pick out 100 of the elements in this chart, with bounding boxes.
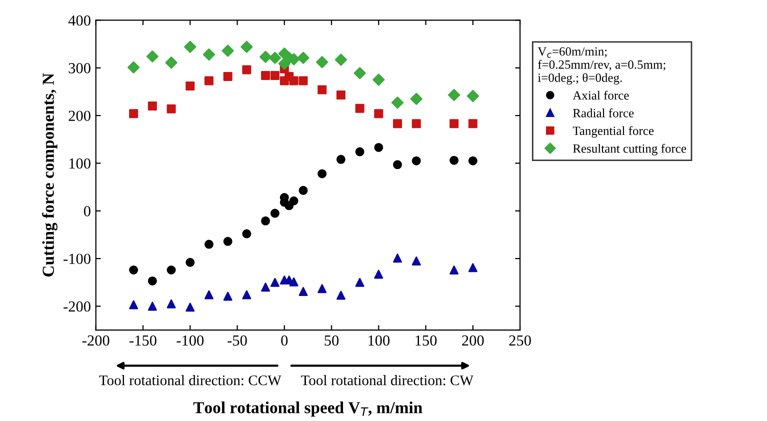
- point: [466, 90, 479, 102]
- point: [242, 290, 252, 300]
- x-tick-label: 200: [462, 335, 484, 346]
- point: [289, 76, 298, 86]
- legend-label: Axial force: [572, 90, 629, 100]
- point: [336, 90, 346, 100]
- y-tick-label: 100: [69, 158, 90, 169]
- point: [186, 258, 195, 267]
- point: [468, 156, 478, 166]
- point: [374, 142, 384, 152]
- point: [412, 156, 421, 166]
- y-tick-label: -200: [64, 301, 90, 312]
- point: [129, 109, 138, 118]
- x-tick-label: -100: [176, 335, 204, 346]
- point: [128, 61, 140, 74]
- point: [355, 104, 364, 113]
- point: [354, 67, 366, 80]
- point: [148, 276, 157, 286]
- text: Tool rotational direction: CW: [301, 374, 474, 386]
- point: [392, 119, 402, 128]
- point: [184, 40, 196, 53]
- point: [242, 65, 252, 74]
- point: [146, 50, 158, 63]
- point: [261, 71, 270, 80]
- point: [166, 104, 176, 114]
- point: [148, 102, 157, 111]
- point: [318, 169, 327, 178]
- point: [450, 266, 459, 274]
- x-tick-label: 150: [416, 335, 437, 346]
- point: [165, 56, 178, 69]
- x-tick-label: 0: [281, 335, 288, 346]
- point: [412, 256, 421, 266]
- x-tick-label: -200: [82, 335, 110, 346]
- point: [336, 154, 346, 164]
- point: [204, 76, 214, 86]
- x-tick-label: -150: [130, 335, 156, 346]
- point: [298, 286, 308, 296]
- point: [222, 44, 234, 57]
- point: [166, 266, 176, 274]
- point: [334, 54, 348, 66]
- point: [289, 277, 298, 286]
- point: [468, 263, 478, 272]
- point: [259, 50, 272, 63]
- point: [448, 88, 460, 102]
- legend-label: Tangential force: [572, 126, 654, 138]
- point: [289, 196, 298, 206]
- point: [298, 76, 308, 86]
- y-tick-label: 0: [84, 206, 90, 216]
- legend-title: V$_{c}$=60m/min; f=0.25mm/rev, a=0.5mm; i=0deg.; θ=0deg.: [538, 47, 666, 85]
- y-tick-label: 400: [68, 15, 90, 26]
- x-tick-label: 50: [324, 335, 339, 346]
- point: [410, 92, 422, 105]
- point: [186, 81, 195, 90]
- point: [202, 48, 216, 61]
- legend-label: Resultant cutting force: [573, 144, 686, 156]
- point: [336, 290, 346, 300]
- point: [270, 278, 280, 287]
- point: [204, 240, 214, 249]
- point: [223, 236, 232, 246]
- x-tick-label: -50: [228, 335, 247, 346]
- x-tick-label: 250: [509, 335, 531, 346]
- point: [450, 119, 459, 128]
- point: [166, 299, 176, 308]
- y-tick-label: 300: [68, 63, 90, 74]
- point: [129, 266, 138, 274]
- point: [468, 119, 478, 128]
- point: [374, 270, 384, 279]
- y-tick-label: -100: [64, 254, 90, 264]
- legend-label: Radial force: [573, 108, 634, 118]
- point: [298, 186, 308, 195]
- y-tick-label: 200: [68, 110, 90, 121]
- point: [261, 282, 270, 292]
- point: [450, 156, 459, 165]
- point: [261, 216, 270, 226]
- point: [223, 292, 232, 301]
- y-axis-title: Cutting force components, N: [42, 73, 58, 276]
- point: [412, 119, 421, 128]
- point: [204, 290, 214, 300]
- point: [129, 300, 138, 310]
- point: [268, 52, 282, 64]
- point: [355, 278, 364, 287]
- point: [355, 147, 364, 156]
- point: [318, 85, 327, 94]
- text: Tool rotational direction: CCW: [99, 374, 282, 386]
- point: [318, 284, 327, 294]
- point: [223, 72, 232, 81]
- point: [186, 302, 195, 312]
- point: [148, 302, 157, 311]
- point: [372, 74, 385, 86]
- x-axis-title: Tool rotational speed V$_{T}$, m/min: [193, 402, 422, 417]
- point: [297, 52, 310, 64]
- point: [240, 40, 253, 53]
- point: [270, 71, 280, 80]
- point: [374, 109, 384, 118]
- point: [392, 160, 402, 170]
- point: [391, 96, 404, 109]
- point: [242, 229, 252, 238]
- x-tick-label: 100: [368, 335, 390, 346]
- point: [270, 208, 280, 218]
- point: [316, 56, 328, 68]
